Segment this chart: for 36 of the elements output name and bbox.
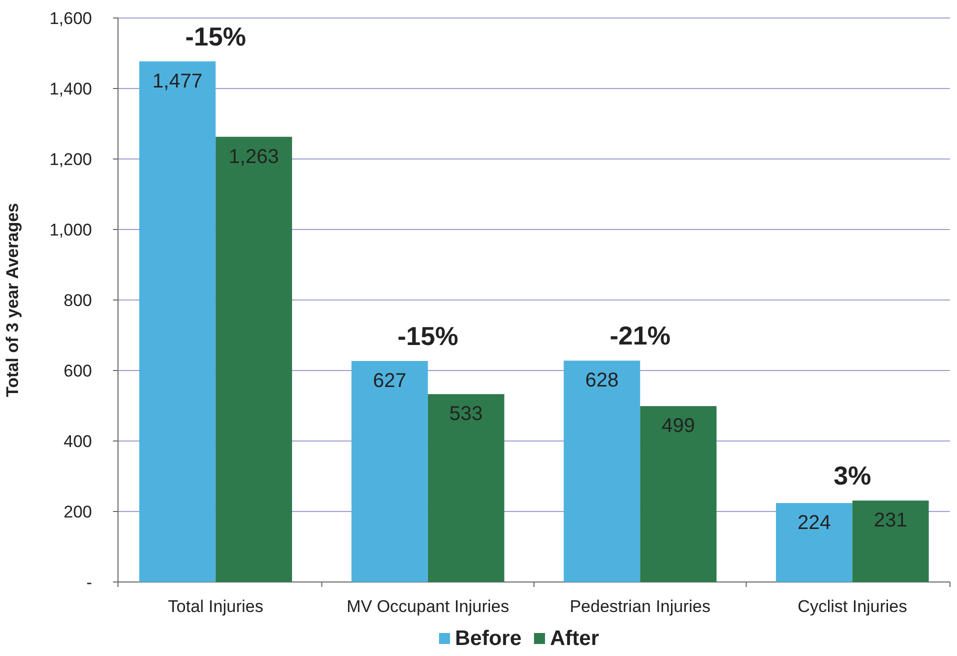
- y-tick-label: 1,200: [49, 150, 92, 169]
- y-tick-label: 1,600: [49, 8, 92, 28]
- bar: [640, 406, 717, 582]
- y-tick-label: 600: [64, 361, 92, 380]
- data-label: 628: [585, 370, 619, 392]
- bar: [351, 360, 428, 582]
- bar: [139, 61, 216, 582]
- data-label: 224: [797, 512, 831, 534]
- bar: [776, 503, 852, 582]
- bar: [852, 500, 929, 582]
- annotation: 3%: [834, 460, 872, 491]
- data-label: 499: [662, 415, 696, 438]
- data-label: 231: [874, 510, 908, 532]
- x-tick-label: Pedestrian Injuries: [570, 597, 711, 616]
- x-tick-label: MV Occupant Injuries: [346, 597, 510, 616]
- legend-label: After: [550, 627, 600, 650]
- x-tick-label: Cyclist Injuries: [798, 597, 908, 616]
- y-tick-label: 200: [64, 502, 92, 522]
- annotation: -15%: [185, 21, 246, 52]
- annotation: -15%: [398, 320, 458, 351]
- y-tick-label: -: [86, 572, 92, 592]
- data-label: 627: [372, 370, 406, 392]
- data-label: 533: [449, 403, 483, 426]
- bar: [216, 136, 292, 582]
- data-label: 1,263: [228, 146, 279, 168]
- bar: [564, 360, 640, 582]
- y-tick-label: 1,000: [49, 220, 92, 240]
- data-label: 1,477: [152, 70, 202, 92]
- legend-label: Before: [455, 627, 522, 650]
- x-tick-label: Total Injuries: [168, 597, 264, 616]
- y-tick-label: 800: [64, 290, 92, 310]
- annotation: -21%: [610, 320, 670, 351]
- y-tick-label: 1,400: [49, 79, 92, 98]
- y-axis-title: Total of 3 year Averages: [3, 202, 22, 398]
- bar: [428, 394, 504, 582]
- y-tick-label: 400: [64, 432, 92, 451]
